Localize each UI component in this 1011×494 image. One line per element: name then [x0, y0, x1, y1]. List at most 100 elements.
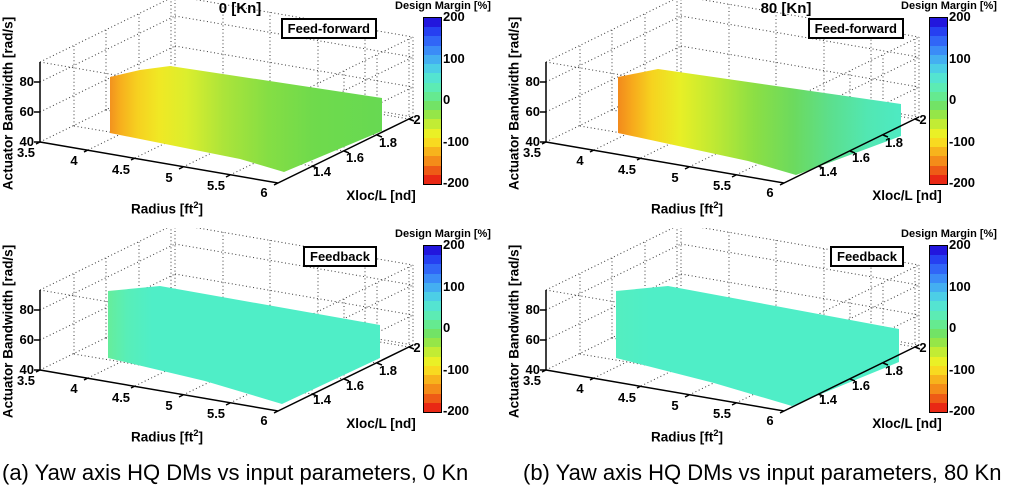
colorbar: [929, 17, 948, 185]
colorbar-band: [930, 54, 947, 65]
x-axis-label-text: Radius [ft: [650, 201, 714, 217]
legend-box: Feed-forward: [807, 18, 904, 39]
x-tick-label: 4.5: [111, 390, 131, 405]
y-tick-label: 1.6: [851, 378, 871, 393]
z-tick-label: 60: [525, 332, 540, 347]
z-tick-label: 40: [19, 362, 34, 377]
colorbar-tick-label: -100: [443, 362, 470, 377]
x-axis-label-close: ]: [718, 201, 724, 217]
colorbar-label: Design Margin [%]: [395, 0, 491, 12]
z-tick-label: 80: [525, 74, 540, 89]
x-axis-label: Radius [ft2]: [92, 428, 242, 445]
y-tick-label: 1.4: [818, 392, 838, 407]
colorbar-band: [424, 174, 441, 184]
x-tick-label: 3.5: [522, 373, 542, 388]
colorbar-band: [424, 128, 441, 138]
surface: [616, 286, 899, 406]
colorbar-band: [930, 91, 947, 101]
legend-box: Feed-forward: [280, 18, 377, 39]
surface-plot-panel: 0 [Kn] Feed-forward Actuator Bandwidth […: [0, 0, 505, 227]
colorbar-band: [930, 137, 947, 148]
colorbar-band: [424, 255, 441, 265]
x-axis-label: Radius [ft2]: [612, 428, 762, 445]
z-tick-label: 40: [525, 134, 540, 149]
legend-box: Feedback: [303, 246, 377, 267]
colorbar-band: [424, 264, 441, 274]
colorbar-band: [424, 338, 441, 348]
x-tick-label: 4: [576, 153, 584, 168]
plot3d-canvas: [540, 0, 921, 186]
colorbar-band: [930, 45, 947, 55]
y-tick-label: 2: [919, 112, 927, 127]
colorbar-band: [424, 73, 441, 83]
x-tick-label: 6: [766, 185, 774, 200]
colorbar-band: [930, 375, 947, 385]
x-tick-label: 5: [671, 398, 679, 413]
z-tick-label: 80: [19, 74, 34, 89]
y-tick-label: 1.4: [818, 164, 838, 179]
colorbar-band: [424, 292, 441, 302]
axes-lines: [540, 290, 921, 414]
subfigure-caption-b: (b) Yaw axis HQ DMs vs input parameters,…: [523, 460, 1002, 485]
x-tick-label: 6: [766, 413, 774, 428]
colorbar-label: Design Margin [%]: [901, 0, 997, 12]
colorbar-tick-label: 100: [949, 279, 971, 294]
colorbar-tick-label: -200: [949, 403, 976, 418]
colorbar-band: [424, 328, 441, 339]
x-axis-label: Radius [ft2]: [612, 200, 762, 217]
colorbar-band: [424, 165, 441, 175]
x-tick-label: 3.5: [522, 145, 542, 160]
z-axis-label: Actuator Bandwidth [rad/s]: [0, 244, 16, 419]
colorbar-band: [424, 319, 441, 329]
x-tick-label: 4: [70, 381, 78, 396]
colorbar-label: Design Margin [%]: [901, 228, 997, 240]
y-tick-label: 2: [413, 112, 421, 127]
colorbar-tick-label: 200: [443, 9, 465, 24]
colorbar-band: [930, 147, 947, 157]
surface-plot-panel: 80 [Kn] Feed-forward Actuator Bandwidth …: [506, 0, 1011, 227]
colorbar-band: [930, 328, 947, 339]
plot-title: 0 [Kn]: [218, 0, 262, 17]
legend-label: Feed-forward: [814, 21, 897, 36]
colorbar-band: [930, 64, 947, 74]
z-axis-label: Actuator Bandwidth [rad/s]: [506, 16, 522, 191]
x-tick-label: 5: [671, 170, 679, 185]
z-tick-label: 60: [19, 332, 34, 347]
colorbar-band: [424, 375, 441, 385]
subfigure-caption-a: (a) Yaw axis HQ DMs vs input parameters,…: [2, 460, 469, 485]
colorbar-band: [930, 174, 947, 184]
x-axis-label-text: Radius [ft: [130, 429, 194, 445]
colorbar: [423, 245, 442, 413]
colorbar-band: [930, 82, 947, 92]
legend-label: Feed-forward: [287, 21, 370, 36]
colorbar-band: [930, 264, 947, 274]
x-tick-label: 4: [576, 381, 584, 396]
plot3d-canvas: [34, 228, 415, 414]
x-tick-label: 5.5: [206, 178, 226, 193]
colorbar-band: [424, 100, 441, 111]
colorbar-band: [930, 73, 947, 83]
y-tick-label: 2: [413, 340, 421, 355]
plot3d-canvas: [540, 228, 921, 414]
colorbar-band: [930, 255, 947, 265]
surface: [110, 66, 382, 172]
x-tick-label: 5: [165, 398, 173, 413]
plot-title: 80 [Kn]: [760, 0, 812, 17]
axes-lines: [34, 62, 415, 186]
x-axis-label: Radius [ft2]: [92, 200, 242, 217]
colorbar-tick-label: 200: [949, 237, 971, 252]
colorbar-band: [930, 18, 947, 28]
y-axis-label: Xloc/L [nd]: [346, 188, 416, 203]
x-tick-label: 3.5: [16, 145, 36, 160]
legend-box: Feedback: [830, 246, 904, 267]
colorbar-band: [424, 45, 441, 55]
colorbar-band: [424, 402, 441, 412]
colorbar-band: [930, 310, 947, 320]
colorbar-tick-label: -200: [443, 175, 470, 190]
colorbar-band: [930, 273, 947, 283]
surface: [618, 69, 901, 175]
colorbar-band: [424, 384, 441, 394]
colorbar-band: [424, 54, 441, 65]
colorbar: [423, 17, 442, 185]
x-tick-label: 6: [260, 185, 268, 200]
